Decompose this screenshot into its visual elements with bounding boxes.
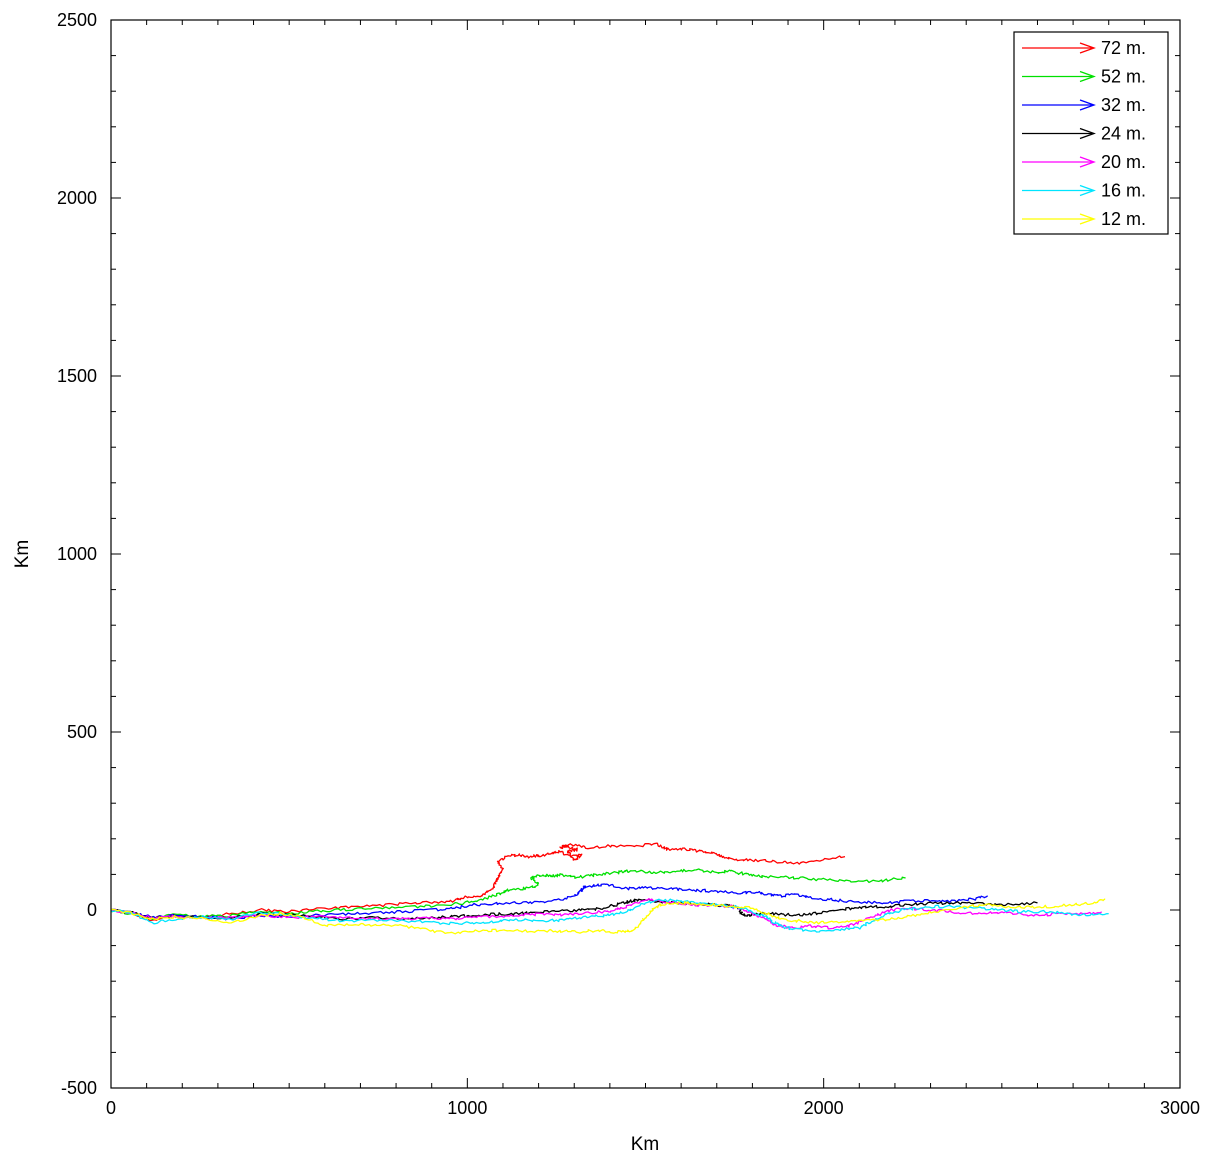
y-tick-label: 2500 <box>57 10 97 30</box>
legend-label: 16 m. <box>1101 181 1146 201</box>
series-layer <box>110 842 1109 935</box>
y-axis-title: Km <box>12 540 33 569</box>
plot-frame <box>110 19 1181 1089</box>
legend-arrow-icon <box>1079 156 1096 168</box>
legend: 72 m. 52 m. 32 m. 24 m. 20 m. 16 m. 12 m. <box>1013 31 1169 235</box>
legend-label: 24 m. <box>1101 124 1146 144</box>
y-tick-label: 500 <box>67 722 97 742</box>
series-line <box>110 898 1106 935</box>
series-line <box>110 898 1109 933</box>
legend-label: 12 m. <box>1101 209 1146 229</box>
legend-arrow-icon <box>1079 213 1096 225</box>
legend-label: 20 m. <box>1101 152 1146 172</box>
y-tick-label: 2000 <box>57 188 97 208</box>
x-tick-label: 2000 <box>804 1098 844 1118</box>
y-tick-label: 0 <box>87 900 97 920</box>
y-tick-label: 1000 <box>57 544 97 564</box>
legend-label: 52 m. <box>1101 67 1146 87</box>
x-tick-label: 3000 <box>1160 1098 1200 1118</box>
legend-arrow-icon <box>1079 42 1096 54</box>
y-tick-label: -500 <box>61 1078 97 1098</box>
legend-label: 72 m. <box>1101 38 1146 58</box>
legend-arrow-icon <box>1079 127 1096 140</box>
x-axis-title: Km <box>631 1134 660 1155</box>
legend-label: 32 m. <box>1101 95 1146 115</box>
x-tick-label: 0 <box>106 1098 116 1118</box>
legend-arrow-icon <box>1079 184 1096 197</box>
x-tick-label: 1000 <box>447 1098 487 1118</box>
legend-arrow-icon <box>1079 70 1096 83</box>
tick-labels: 0 1000 2000 3000 -500 0 500 1000 1500 2000 2500 <box>57 10 1200 1118</box>
legend-arrow-icon <box>1079 99 1096 111</box>
series-line <box>110 842 846 922</box>
y-tick-label: 1500 <box>57 366 97 386</box>
